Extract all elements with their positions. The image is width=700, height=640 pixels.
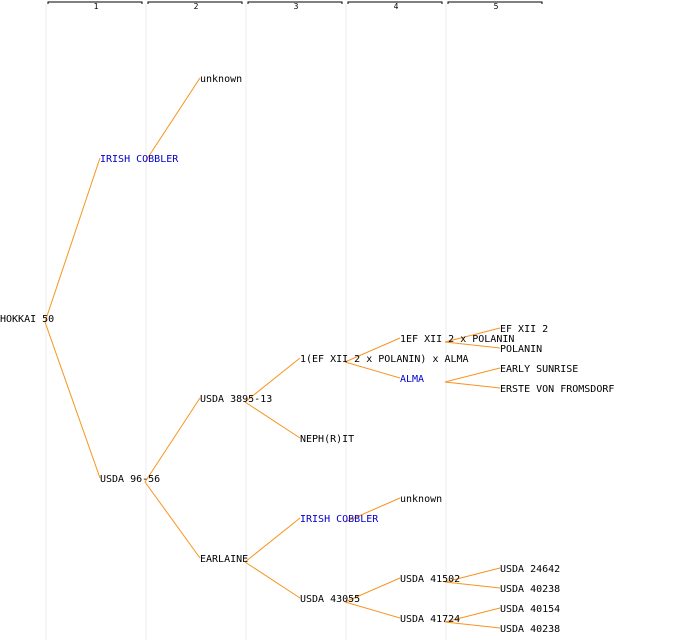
pedigree-edge [344,577,401,603]
pedigree-edge [144,397,201,483]
pedigree-node: USDA 40238 [500,584,560,595]
generation-number: 4 [394,2,399,11]
generation-bracket [447,1,543,4]
generation-number: 3 [294,2,299,11]
pedigree-node: 1EF XII 2 x POLANIN [400,334,514,345]
pedigree-edge [44,157,101,323]
pedigree-node: unknown [400,494,442,505]
pedigree-edge [444,381,501,389]
generation-header: 1 2 3 4 5 [47,1,543,11]
pedigree-node: EF XII 2 [500,324,548,335]
pedigree-edge [344,497,401,523]
pedigree-edge [144,77,201,163]
pedigree-node: USDA 96-56 [100,474,160,485]
generation-bracket [247,1,343,4]
pedigree-edge [344,601,401,619]
pedigree-node: EARLAINE [200,554,248,565]
pedigree-node: EARLY SUNRISE [500,364,578,375]
pedigree-node-link[interactable]: ALMA [400,374,424,385]
pedigree-edge [444,367,501,383]
pedigree-node: NEPH(R)IT [300,434,354,445]
pedigree-node-link[interactable]: IRISH COBBLER [100,154,179,165]
pedigree-edge [244,517,301,563]
pedigree-node: ERSTE VON FROMSDORF [500,384,614,395]
generation-bracket [147,1,243,4]
pedigree-edge [444,581,501,589]
pedigree-edge [444,607,501,623]
pedigree-nodes: HOKKAI 50 IRISH COBBLER USDA 96-56 unknown U… [0,74,614,635]
generation-number: 5 [494,2,499,11]
pedigree-node: unknown [200,74,242,85]
pedigree-edge [44,321,101,479]
pedigree-node: USDA 41502 [400,574,460,585]
generation-bracket [47,1,143,4]
pedigree-edge [444,341,501,349]
pedigree-node: USDA 41724 [400,614,460,625]
pedigree-node: USDA 24642 [500,564,560,575]
pedigree-edge [244,357,301,403]
pedigree-edge [444,567,501,583]
pedigree-node: 1(EF XII 2 x POLANIN) x ALMA [300,354,469,365]
pedigree-edge [244,561,301,599]
generation-number: 1 [94,2,99,11]
pedigree-node: HOKKAI 50 [0,314,54,325]
pedigree-node: USDA 43055 [300,594,360,605]
pedigree-node: USDA 3895-13 [200,394,272,405]
pedigree-edge [344,361,401,379]
pedigree-edge [444,621,501,629]
pedigree-edge [244,401,301,439]
pedigree-edges [44,77,501,629]
pedigree-node: POLANIN [500,344,542,355]
pedigree-edge [444,327,501,343]
pedigree-edge [344,337,401,363]
pedigree-node-link[interactable]: IRISH COBBLER [300,514,379,525]
generation-bracket [347,1,443,4]
pedigree-edge [144,481,201,559]
generation-number: 2 [194,2,199,11]
pedigree-node: USDA 40154 [500,604,560,615]
pedigree-node: USDA 40238 [500,624,560,635]
generation-guides [45,4,447,640]
